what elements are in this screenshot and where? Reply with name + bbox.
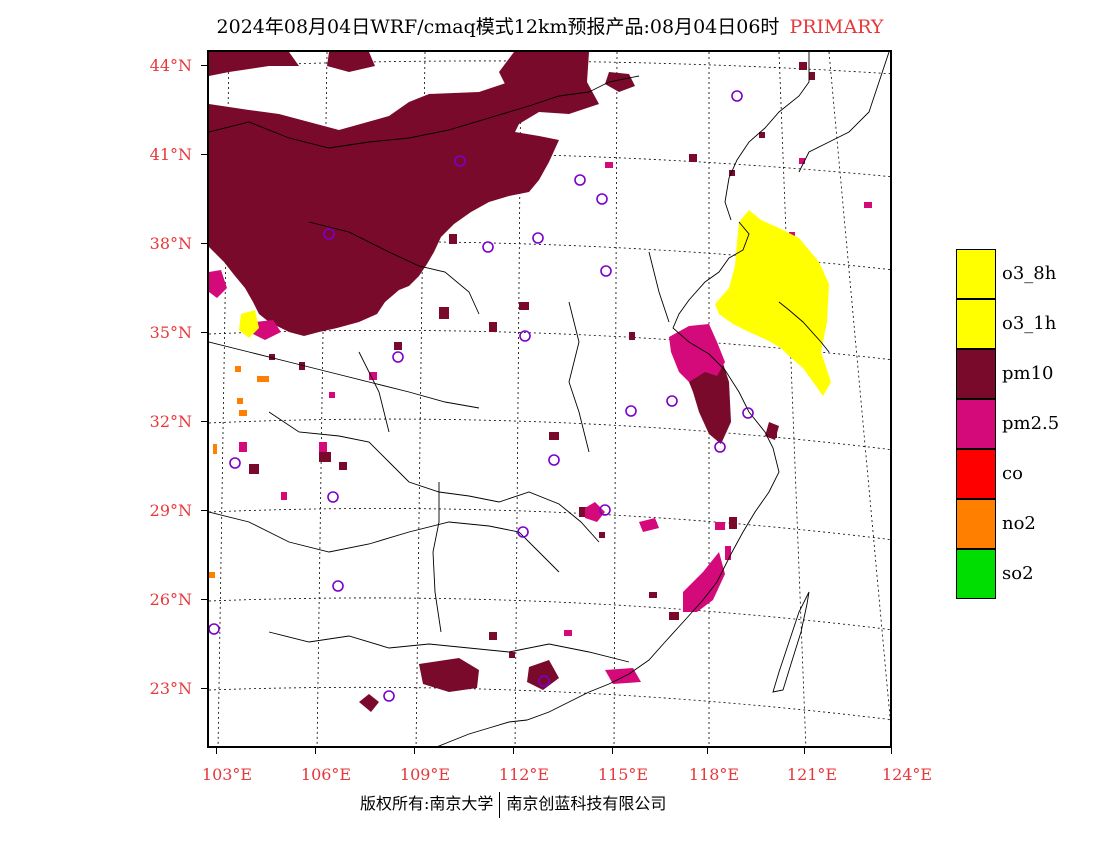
legend-swatch [956, 449, 996, 499]
lon-label-106: 106°E [300, 765, 352, 784]
map-title-tag: PRIMARY [789, 16, 884, 38]
legend-swatch [956, 349, 996, 399]
lat-label-29: 29°N [149, 501, 192, 520]
lat-label-35: 35°N [149, 323, 192, 342]
lat-tick [201, 332, 207, 333]
lat-tick [201, 243, 207, 244]
lat-label-44: 44°N [149, 56, 192, 75]
lat-tick [201, 65, 207, 66]
lon-tick [315, 748, 316, 754]
legend-swatch [956, 499, 996, 549]
lat-tick [201, 599, 207, 600]
lon-label-118: 118°E [688, 765, 740, 784]
lon-tick [414, 748, 415, 754]
lon-tick [216, 748, 217, 754]
lat-tick [201, 421, 207, 422]
copyright-footer: 版权所有:南京大学 南京创蓝科技有限公司 [360, 790, 666, 818]
no2-pixels [209, 366, 269, 578]
lat-tick [201, 510, 207, 511]
lat-label-26: 26°N [149, 590, 192, 609]
pm10-pixels [249, 62, 815, 658]
legend-swatch [956, 549, 996, 599]
lon-tick [804, 748, 805, 754]
legend-swatch [956, 299, 996, 349]
legend-label: so2 [1002, 563, 1034, 584]
lon-label-115: 115°E [597, 765, 649, 784]
lat-label-38: 38°N [149, 234, 192, 253]
lon-tick [513, 748, 514, 754]
map-title: 2024年08月04日WRF/cmaq模式12km预报产品:08月04日06时 P… [0, 12, 1100, 39]
legend-label: o3_1h [1002, 313, 1057, 334]
copyright-right: 南京创蓝科技有限公司 [506, 794, 667, 813]
lat-label-41: 41°N [149, 145, 192, 164]
pollutant-map [209, 52, 890, 746]
copyright-left: 版权所有:南京大学 [360, 794, 494, 813]
map-frame [207, 50, 892, 748]
lat-tick [201, 154, 207, 155]
legend-swatch [956, 249, 996, 299]
legend-label: pm2.5 [1002, 413, 1060, 434]
lon-tick [891, 748, 892, 754]
lon-label-124: 124°E [881, 765, 933, 784]
lon-label-112: 112°E [498, 765, 550, 784]
legend-label: o3_8h [1002, 263, 1057, 284]
legend-label: co [1002, 463, 1023, 484]
lat-label-23: 23°N [149, 679, 192, 698]
legend-swatch [956, 399, 996, 449]
station-markers [209, 90, 754, 702]
pm10-regions [209, 52, 779, 712]
boundaries [209, 52, 890, 746]
lat-tick [201, 688, 207, 689]
o3-regions [239, 210, 831, 396]
pm25-regions [209, 270, 725, 684]
lon-tick [707, 748, 708, 754]
map-title-main: 2024年08月04日WRF/cmaq模式12km预报产品:08月04日06时 [216, 16, 780, 38]
lat-label-32: 32°N [149, 412, 192, 431]
footer-divider [499, 791, 501, 818]
lon-label-103: 103°E [201, 765, 253, 784]
lon-label-121: 121°E [786, 765, 838, 784]
legend-label: pm10 [1002, 363, 1054, 384]
lon-tick [612, 748, 613, 754]
lon-label-109: 109°E [399, 765, 451, 784]
legend-label: no2 [1002, 513, 1036, 534]
